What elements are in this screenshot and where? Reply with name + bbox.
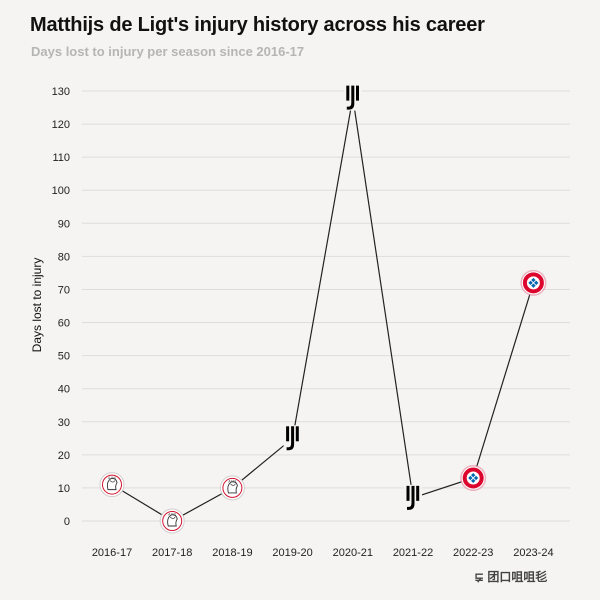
chart-subtitle: Days lost to injury per season since 201… (31, 44, 305, 59)
y-tick-label: 50 (58, 351, 70, 363)
y-tick-label: 70 (58, 284, 70, 296)
x-tick-label: 2022-23 (453, 547, 493, 559)
series-line-path (111, 97, 534, 522)
ajax-crest-icon: AJAX (99, 472, 125, 498)
grid-lines (82, 90, 570, 522)
x-tick-label: 2017-18 (152, 547, 192, 559)
juventus-logo-icon (283, 425, 302, 452)
chart-title: Matthijs de Ligt's injury history across… (30, 14, 485, 36)
bayern-crest-icon (460, 465, 487, 491)
data-markers: AJAX AJAX AJAX (99, 84, 547, 534)
svg-text:AJAX: AJAX (108, 476, 117, 480)
y-tick-label: 60 (58, 318, 70, 330)
y-tick-label: 110 (52, 152, 70, 164)
y-tick-label: 90 (58, 218, 70, 230)
watermark: ⋤ 团口咀咀毝 (474, 570, 548, 584)
bayern-crest-icon (520, 269, 547, 296)
ajax-crest-icon: AJAX (159, 508, 185, 534)
juventus-logo-icon (404, 484, 422, 511)
y-tick-label: 10 (58, 483, 70, 495)
svg-text:AJAX: AJAX (228, 479, 237, 483)
juventus-logo-icon (343, 84, 362, 111)
y-tick-label: 80 (58, 251, 70, 263)
series-line (111, 97, 534, 522)
y-axis-label: Days lost to injury (30, 258, 44, 353)
y-tick-label: 40 (58, 384, 70, 396)
x-tick-label: 2023-24 (513, 547, 553, 559)
x-tick-label: 2018-19 (212, 547, 252, 559)
x-tick-label: 2020-21 (333, 547, 373, 559)
x-tick-label: 2019-20 (272, 547, 312, 559)
x-tick-labels: 2016-17 2017-18 2018-19 2019-20 2020-21 2021-… (92, 547, 554, 559)
x-tick-label: 2021-22 (393, 547, 433, 559)
x-tick-label: 2016-17 (92, 547, 132, 559)
y-tick-label: 120 (52, 119, 70, 131)
svg-text:AJAX: AJAX (168, 513, 177, 517)
y-tick-label: 20 (58, 450, 70, 462)
y-tick-label: 100 (52, 185, 70, 197)
ajax-crest-icon: AJAX (219, 475, 245, 501)
y-tick-label: 0 (64, 516, 70, 528)
y-tick-label: 30 (58, 417, 70, 429)
y-tick-label: 130 (52, 86, 70, 98)
y-tick-labels: 0 10 20 30 40 50 60 70 80 90 100 110 120 130 (52, 86, 70, 528)
